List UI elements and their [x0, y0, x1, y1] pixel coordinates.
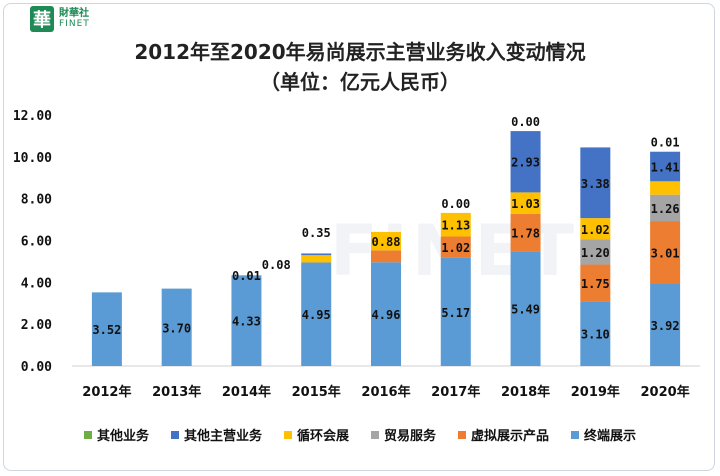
legend-swatch	[283, 430, 292, 439]
bar-segment	[91, 292, 122, 366]
data-label: 3.52	[92, 323, 121, 337]
data-label: 4.95	[302, 308, 331, 322]
bar-segment	[650, 221, 681, 285]
legend-item: 贸易服务	[371, 425, 436, 444]
legend-item: 终端展示	[571, 425, 636, 444]
logo-en-text: FINET	[59, 19, 90, 29]
bar-segment	[371, 262, 401, 366]
bar-segment	[510, 251, 541, 366]
data-label: 0.01	[232, 269, 261, 283]
legend-label: 贸易服务	[384, 429, 437, 444]
data-label: 0.00	[441, 197, 470, 211]
legend-swatch	[571, 430, 580, 439]
bar-segment	[580, 239, 611, 265]
data-label: 1.26	[651, 202, 680, 216]
data-label: 4.96	[372, 308, 401, 322]
legend-label: 其他主营业务	[183, 429, 262, 444]
bar-segment	[301, 262, 332, 366]
legend-item: 循环会展	[283, 425, 349, 444]
legend-label: 终端展示	[584, 429, 637, 444]
chart-legend: 其他业务 其他主营业务 循环会展 贸易服务 虚拟展示产品 终端展示	[0, 425, 720, 444]
data-label: 5.49	[511, 303, 540, 317]
chart-title: 2012年至2020年易尚展示主营业务收入变动情况	[134, 40, 586, 64]
bar-segment	[440, 236, 471, 258]
data-label: 4.33	[232, 315, 261, 329]
bar-segment	[440, 212, 471, 237]
data-label: 2.93	[511, 156, 540, 170]
bar-segment	[510, 131, 541, 193]
x-tick-label: 2014年	[222, 384, 271, 400]
x-tick-label: 2020年	[641, 384, 690, 400]
bar-segment	[371, 231, 401, 251]
bar-segment	[510, 192, 541, 214]
x-tick-label: 2013年	[152, 384, 201, 400]
bar-segment	[650, 151, 681, 182]
data-label: 1.78	[511, 227, 540, 241]
data-label: 1.02	[581, 223, 610, 237]
y-tick-label: 10.00	[13, 151, 52, 166]
x-tick-label: 2019年	[571, 384, 620, 400]
legend-item: 其他业务	[83, 425, 149, 444]
y-tick-label: 4.00	[21, 276, 52, 291]
y-tick-label: 6.00	[21, 235, 52, 250]
bar-segment	[580, 301, 611, 366]
legend-swatch	[458, 430, 467, 439]
legend-swatch	[170, 430, 179, 439]
x-tick-label: 2017年	[431, 384, 480, 400]
y-tick-label: 12.00	[13, 109, 52, 124]
legend-label: 循环会展	[296, 429, 349, 444]
bar-segment	[301, 255, 332, 263]
data-label: 3.01	[651, 247, 680, 261]
x-tick-label: 2018年	[501, 384, 550, 400]
legend-swatch	[371, 430, 379, 439]
bar-segment	[371, 250, 401, 263]
data-label: 3.92	[651, 319, 680, 333]
bar-segment	[440, 257, 471, 366]
data-label: 0.88	[372, 235, 401, 249]
chart-frame	[3, 3, 715, 471]
x-tick-label: 2016年	[361, 384, 410, 400]
y-tick-label: 8.00	[21, 193, 52, 208]
data-label: 1.02	[441, 241, 470, 255]
legend-label: 其他业务	[96, 429, 149, 444]
logo-mark-icon: 華	[30, 6, 54, 32]
data-label: 0.08	[262, 258, 291, 272]
logo-text: 財華社 FINET	[59, 8, 90, 30]
data-label: 1.20	[581, 246, 610, 260]
bar-segment	[161, 288, 192, 366]
bar-segment	[301, 253, 332, 256]
bar-segment	[231, 275, 262, 366]
data-label: 3.38	[581, 177, 610, 191]
data-label: 1.75	[581, 277, 610, 291]
chart-subtitle: （单位：亿元人民币）	[260, 70, 460, 94]
data-label: 3.70	[162, 321, 191, 335]
bar-segment	[580, 264, 611, 302]
data-label: 1.13	[441, 219, 470, 233]
x-tick-label: 2012年	[82, 384, 131, 400]
data-label: 1.41	[651, 161, 680, 175]
x-tick-label: 2015年	[292, 384, 341, 400]
data-label: 5.17	[441, 306, 470, 320]
bar-segment	[580, 147, 611, 219]
finet-logo: 華 財華社 FINET	[30, 4, 90, 34]
data-label: 1.03	[511, 197, 540, 211]
legend-label: 虚拟展示产品	[471, 429, 550, 444]
legend-item: 虚拟展示产品	[458, 425, 549, 444]
bar-segment	[580, 218, 611, 240]
y-tick-label: 2.00	[21, 318, 52, 333]
legend-swatch	[83, 430, 92, 439]
bar-segment	[650, 181, 681, 195]
logo-cn-text: 財華社	[59, 8, 89, 19]
y-tick-label: 0.00	[21, 360, 52, 375]
bar-segment	[510, 213, 541, 252]
bar-segment	[650, 194, 681, 222]
data-label: 0.01	[651, 136, 680, 150]
bar-segment	[650, 284, 681, 366]
legend-item: 其他主营业务	[170, 425, 262, 444]
data-label: 3.10	[581, 328, 610, 342]
data-label: 0.35	[302, 226, 331, 240]
data-label: 0.00	[511, 115, 540, 129]
